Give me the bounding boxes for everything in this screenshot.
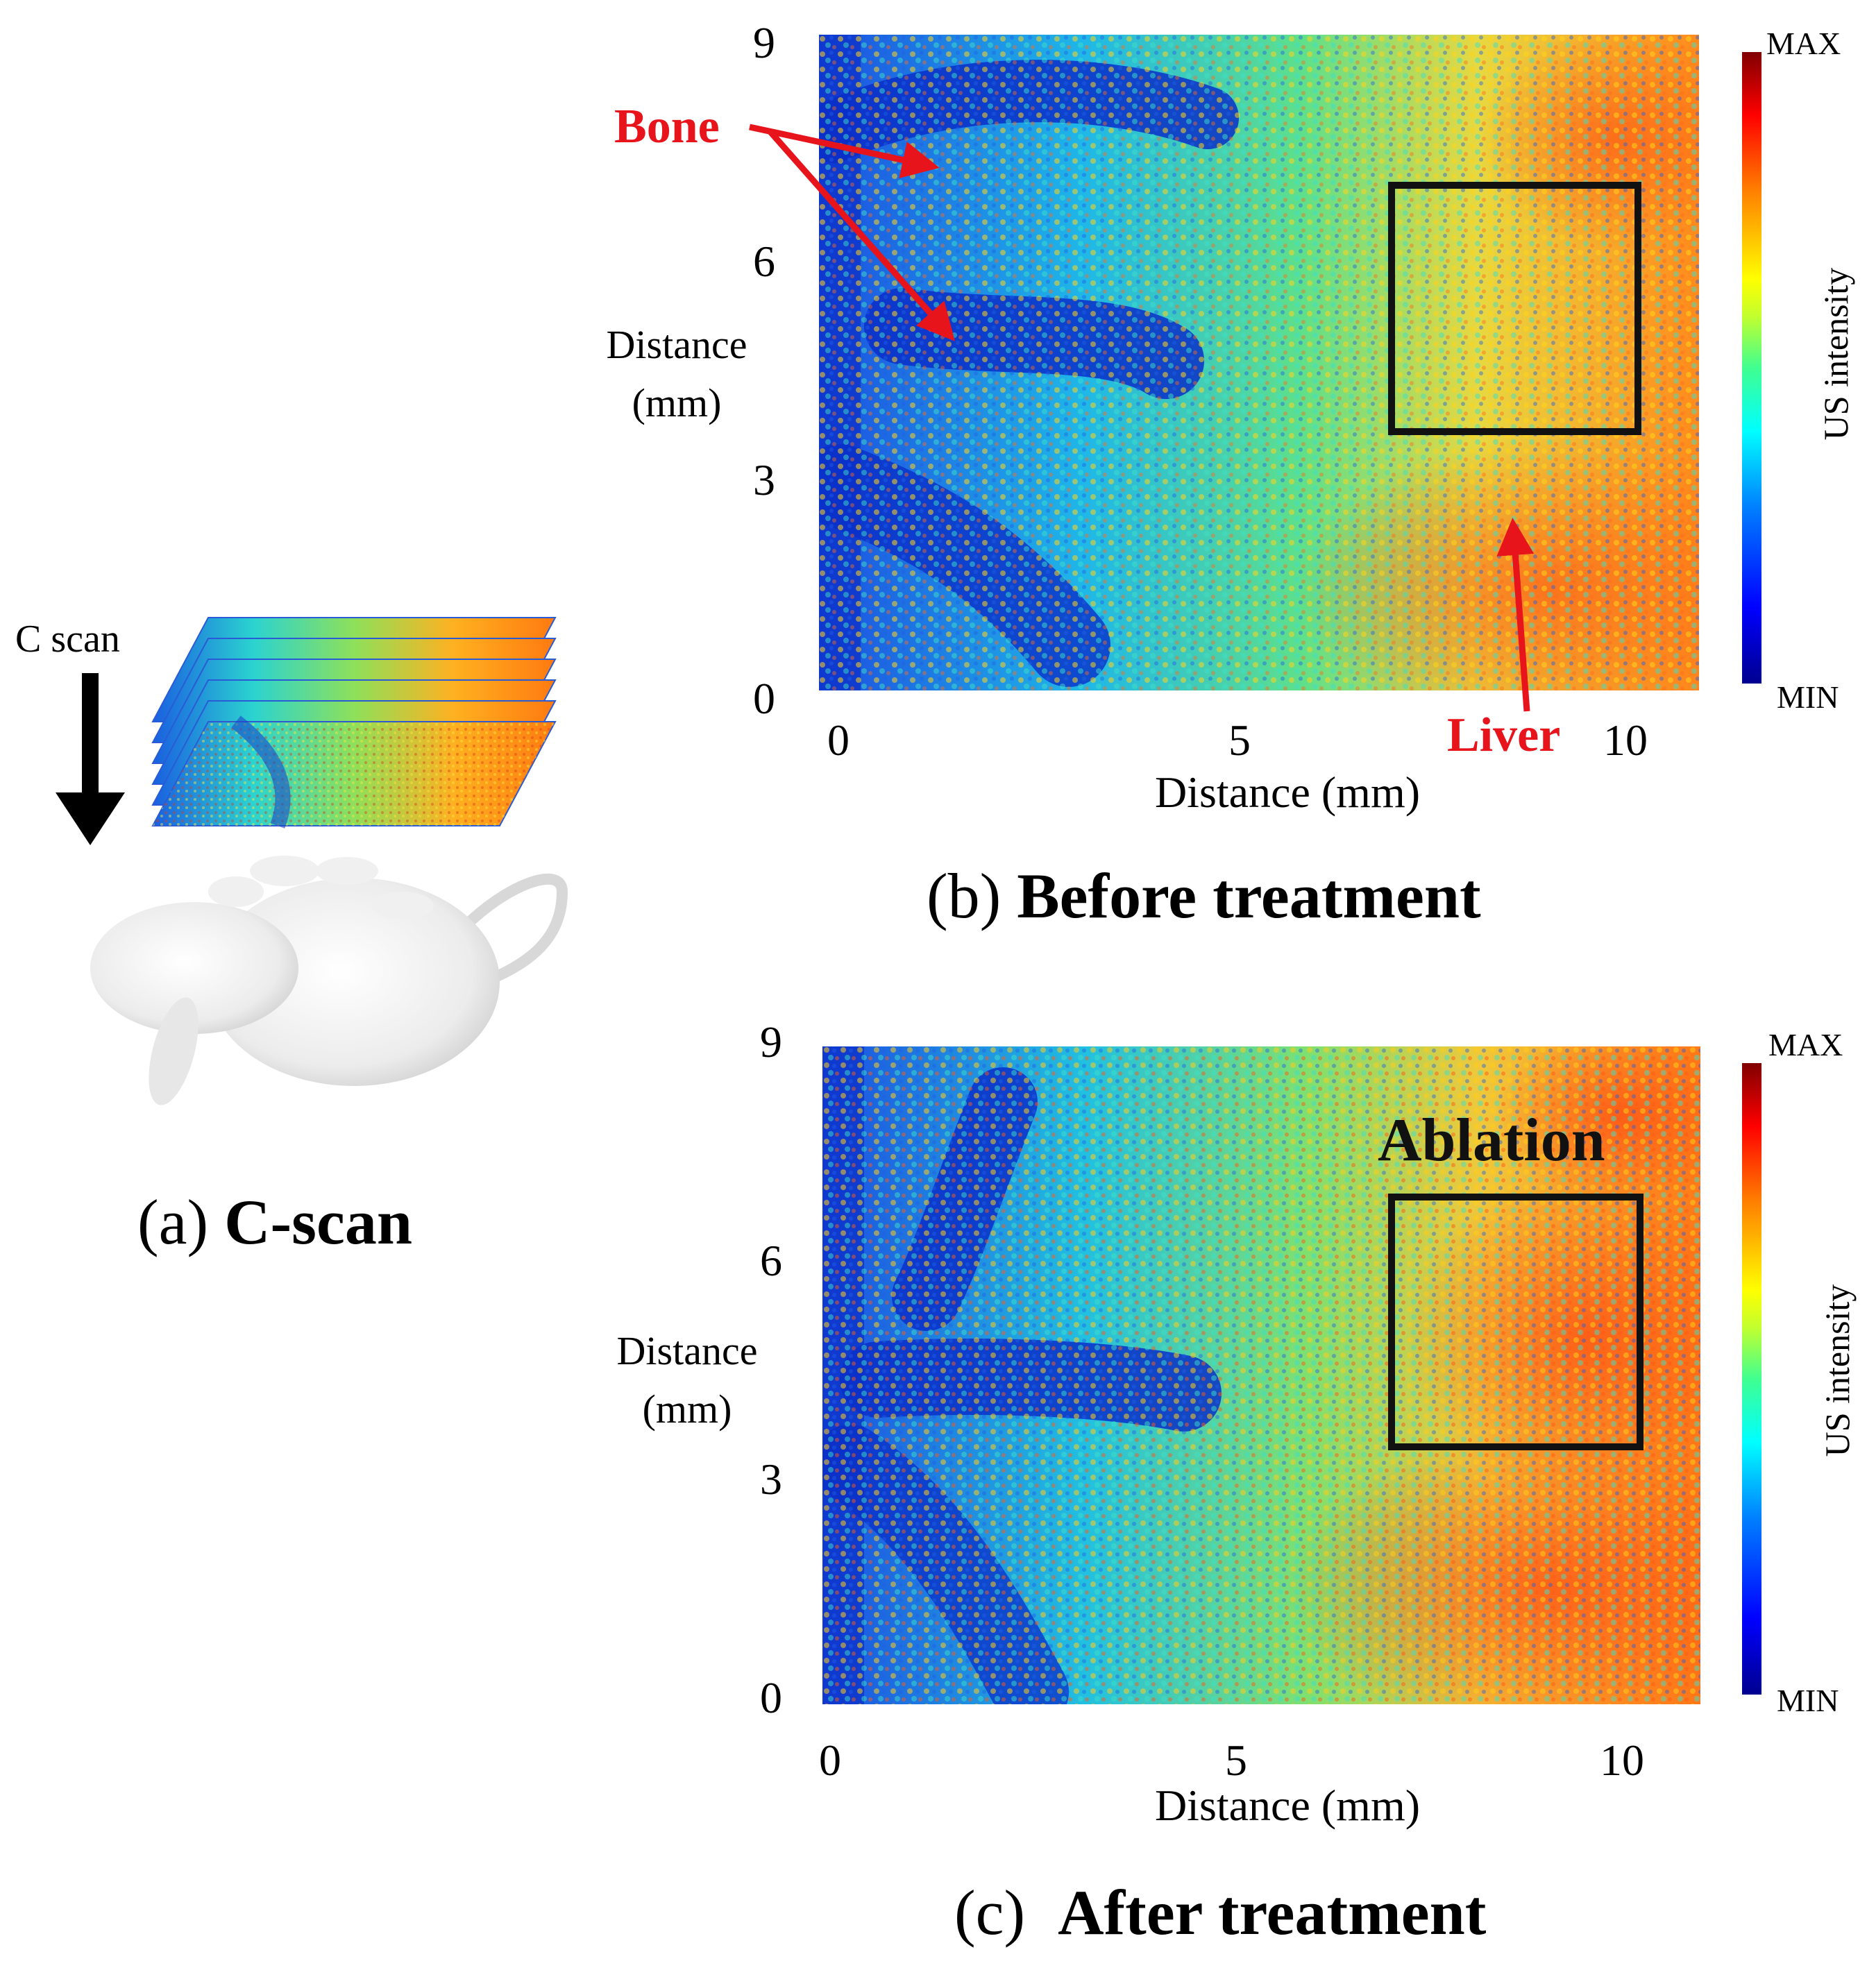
- panel-b-caption: (b) Before treatment: [927, 864, 1481, 928]
- panel-a-caption: (a) C-scan: [137, 1190, 412, 1254]
- mouse-illustration: [90, 856, 568, 1105]
- y-tick-label: 6: [753, 237, 775, 286]
- y-tick-label: 9: [753, 18, 775, 67]
- c-scan-slice-stack: [151, 617, 557, 829]
- scan-direction-arrow-icon: [56, 673, 125, 845]
- liver-annotation: Liver: [1447, 709, 1561, 762]
- caption-title: After treatment: [1058, 1877, 1487, 1948]
- y-axis-label-line2: (mm): [642, 1386, 732, 1432]
- caption-prefix: (c): [954, 1877, 1026, 1948]
- y-tick-label: 0: [760, 1673, 782, 1722]
- slices: [151, 617, 557, 829]
- ablation-annotation: Ablation: [1378, 1107, 1605, 1174]
- y-axis-label: Distance (mm): [604, 316, 750, 432]
- y-axis-label-line2: (mm): [632, 380, 722, 426]
- y-tick-label: 3: [760, 1454, 782, 1504]
- colorbar-min-label: MIN: [1777, 679, 1839, 715]
- colorbar-max-label: MAX: [1768, 1027, 1843, 1062]
- colorbar-max-label: MAX: [1766, 26, 1841, 61]
- annotation-arrows: [749, 124, 1535, 712]
- caption-prefix: (a): [137, 1187, 209, 1257]
- colorbar-title: US intensity: [1818, 1284, 1857, 1457]
- x-tick-label: 0: [827, 715, 850, 765]
- x-axis-label: Distance (mm): [1154, 767, 1421, 817]
- caption-prefix: (b): [927, 860, 1002, 931]
- colorbar-after: [1742, 1063, 1761, 1695]
- panel-c-caption: (c) After treatment: [954, 1881, 1486, 1944]
- x-tick-label: 10: [1600, 1736, 1644, 1785]
- y-tick-label: 3: [753, 455, 775, 504]
- caption-title: C-scan: [224, 1187, 412, 1257]
- heatmap-before: [819, 35, 1699, 690]
- y-tick-label: 0: [753, 674, 775, 723]
- colorbar-title: US intensity: [1816, 267, 1855, 441]
- roi-box-before: [1388, 182, 1641, 435]
- y-axis-label: Distance (mm): [611, 1322, 763, 1439]
- y-tick-label: 6: [760, 1236, 782, 1285]
- y-tick-label: 9: [760, 1017, 782, 1067]
- x-tick-label: 10: [1603, 715, 1648, 765]
- x-tick-label: 5: [1225, 1736, 1247, 1785]
- y-axis-label-line1: Distance: [616, 1328, 758, 1373]
- roi-box-after: [1388, 1194, 1643, 1450]
- x-tick-label: 0: [819, 1736, 841, 1785]
- heatmap-after: [822, 1046, 1700, 1704]
- caption-title: Before treatment: [1017, 860, 1481, 931]
- bone-annotation: Bone: [614, 100, 720, 153]
- y-axis-label-line1: Distance: [606, 322, 747, 367]
- c-scan-label: C scan: [15, 618, 120, 661]
- colorbar-before: [1742, 52, 1761, 684]
- x-tick-label: 5: [1228, 715, 1251, 765]
- colorbar-min-label: MIN: [1777, 1683, 1839, 1718]
- x-axis-label: Distance (mm): [1154, 1781, 1421, 1830]
